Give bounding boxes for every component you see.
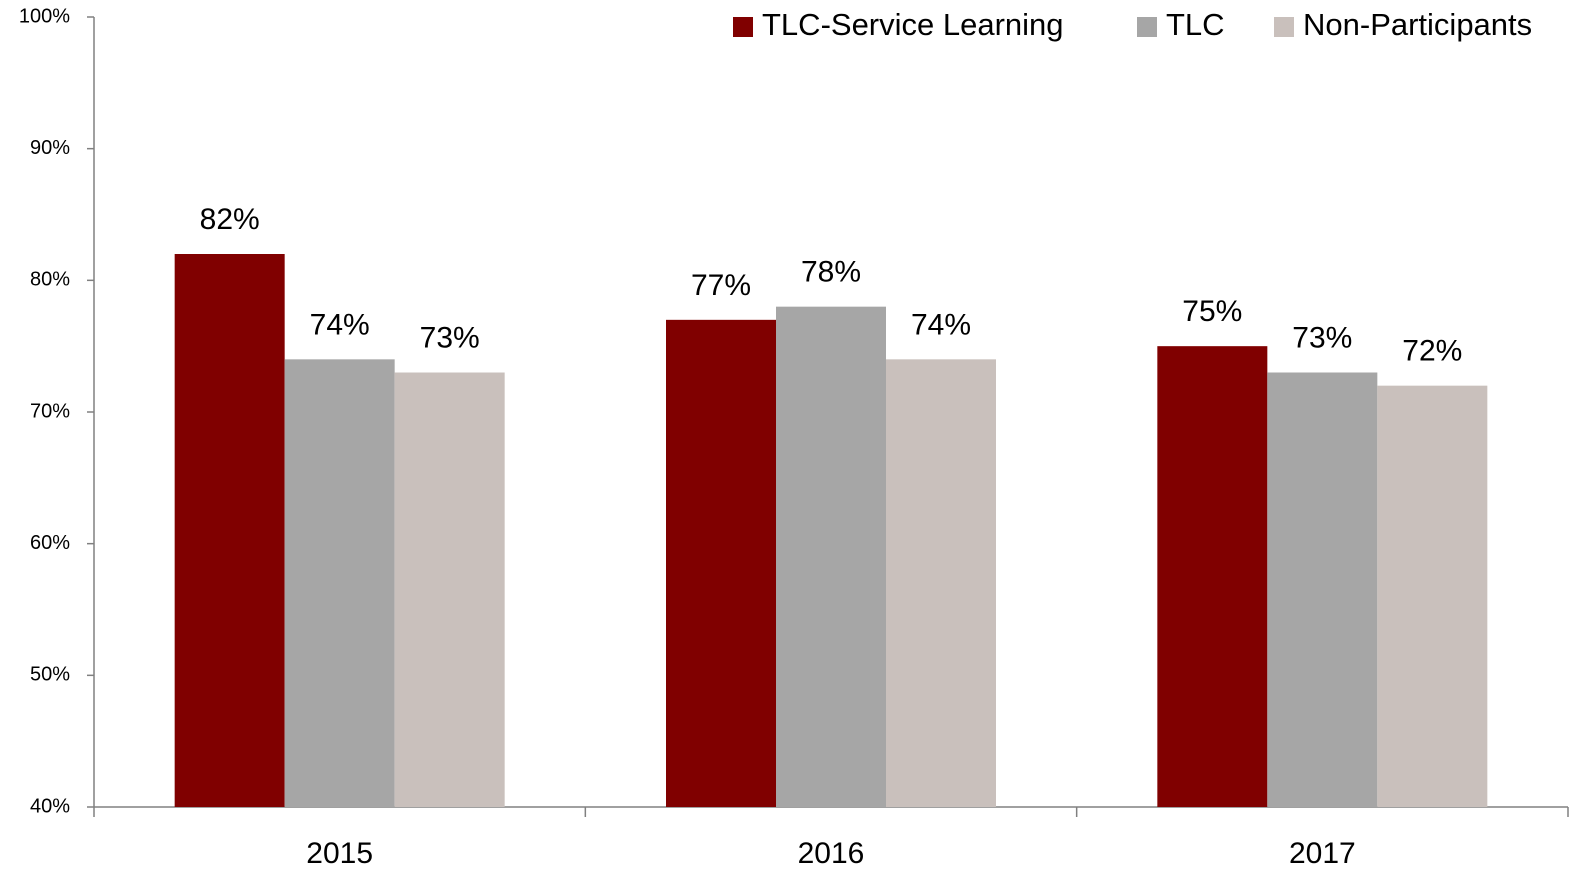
data-label: 74% [310, 308, 370, 341]
bar [284, 359, 395, 807]
data-label: 82% [200, 203, 260, 236]
legend-swatch [1274, 17, 1294, 37]
data-label: 73% [1292, 321, 1352, 354]
y-tick-label: 50% [30, 664, 70, 686]
x-tick-label: 2015 [306, 837, 373, 870]
bar [1267, 372, 1378, 807]
y-tick-label: 100% [19, 5, 70, 27]
data-label: 72% [1402, 335, 1462, 368]
x-tick-label: 2016 [798, 837, 865, 870]
x-tick-label: 2017 [1289, 837, 1356, 870]
bar [886, 359, 996, 807]
legend-swatch [1137, 17, 1157, 37]
bar [1377, 385, 1488, 807]
y-tick-label: 40% [30, 795, 70, 817]
bar [174, 254, 285, 807]
y-tick-label: 90% [30, 137, 70, 159]
data-label: 77% [691, 269, 751, 302]
y-tick-label: 60% [30, 532, 70, 554]
bar [394, 372, 505, 807]
legend-label: Non-Participants [1303, 7, 1532, 42]
data-label: 74% [911, 308, 971, 341]
data-label: 73% [420, 321, 480, 354]
legend-swatch [733, 17, 753, 37]
data-label: 78% [801, 256, 861, 289]
y-tick-label: 70% [30, 400, 70, 422]
legend-label: TLC [1166, 7, 1225, 42]
bar [666, 319, 776, 807]
data-label: 75% [1182, 295, 1242, 328]
y-tick-label: 80% [30, 269, 70, 291]
legend-label: TLC-Service Learning [762, 7, 1064, 42]
bar [1157, 346, 1268, 807]
bar [776, 306, 886, 807]
